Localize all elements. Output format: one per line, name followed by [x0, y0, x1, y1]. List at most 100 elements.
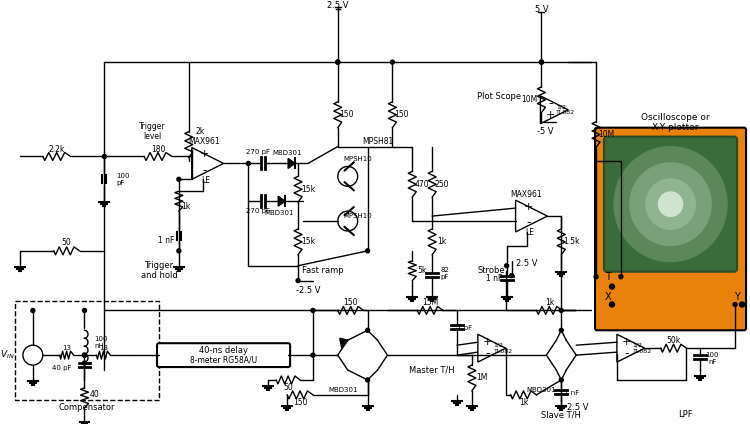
Text: 1k: 1k	[519, 398, 528, 407]
Text: 8-meter RG58A/U: 8-meter RG58A/U	[190, 356, 257, 365]
Circle shape	[82, 308, 86, 312]
Text: 82
pF: 82 pF	[440, 267, 449, 280]
Text: T: T	[605, 272, 610, 282]
Text: MPSH81: MPSH81	[362, 137, 393, 146]
Text: 1/2
TL082: 1/2 TL082	[494, 343, 513, 354]
Circle shape	[311, 308, 315, 312]
Text: 150: 150	[340, 110, 354, 119]
Circle shape	[740, 302, 745, 307]
Text: 150: 150	[394, 110, 409, 119]
Circle shape	[31, 308, 34, 312]
Text: 50k: 50k	[667, 336, 681, 345]
Text: 15k: 15k	[301, 185, 315, 194]
Circle shape	[365, 378, 370, 382]
Text: 5k: 5k	[418, 266, 427, 275]
Text: 270 pF: 270 pF	[246, 148, 270, 154]
Text: X-Y plotter: X-Y plotter	[652, 123, 699, 132]
Text: 1/2
TL082: 1/2 TL082	[556, 104, 575, 115]
Text: LE: LE	[525, 229, 534, 237]
Text: Trigger
level: Trigger level	[139, 122, 165, 141]
Text: 100
nF: 100 nF	[706, 351, 719, 365]
Text: $V_{IN}$: $V_{IN}$	[0, 349, 15, 361]
Text: Oscilloscope or: Oscilloscope or	[641, 113, 710, 122]
Text: -: -	[485, 347, 490, 360]
Circle shape	[560, 406, 563, 410]
Text: +: +	[524, 202, 533, 212]
Ellipse shape	[658, 191, 683, 217]
Polygon shape	[278, 196, 285, 206]
Circle shape	[82, 361, 86, 365]
Text: X: X	[605, 292, 611, 301]
Circle shape	[509, 273, 514, 278]
Text: 1 nF: 1 nF	[485, 274, 502, 283]
Text: MBD301: MBD301	[272, 151, 302, 156]
Text: MBD301: MBD301	[526, 387, 556, 393]
Text: 50: 50	[62, 238, 71, 247]
FancyBboxPatch shape	[604, 137, 737, 272]
Text: 270 pF: 270 pF	[246, 208, 270, 214]
Text: 15M: 15M	[422, 298, 438, 307]
Text: Master T/H: Master T/H	[410, 365, 455, 374]
Text: 100
nH: 100 nH	[94, 336, 108, 349]
Text: Strobe: Strobe	[478, 266, 506, 275]
Circle shape	[296, 279, 300, 283]
Text: Y: Y	[734, 292, 740, 301]
Circle shape	[610, 284, 614, 289]
Text: 180: 180	[151, 145, 165, 154]
Text: LE: LE	[201, 176, 210, 185]
Text: MPSH10: MPSH10	[344, 213, 372, 219]
Circle shape	[539, 60, 544, 64]
Text: 13: 13	[99, 345, 108, 351]
Text: -: -	[202, 164, 207, 177]
Text: Plot Scope: Plot Scope	[477, 92, 520, 101]
Text: 40-ns delay: 40-ns delay	[199, 346, 248, 354]
Text: -2.5 V: -2.5 V	[296, 286, 320, 295]
Ellipse shape	[614, 146, 728, 262]
Text: LPF: LPF	[678, 410, 693, 419]
Text: 5 V: 5 V	[535, 5, 548, 14]
Text: 1k: 1k	[437, 237, 447, 246]
Circle shape	[82, 353, 86, 357]
Text: 10M: 10M	[521, 95, 538, 104]
Circle shape	[560, 328, 563, 332]
Ellipse shape	[645, 179, 696, 230]
Text: 1/2
TL082: 1/2 TL082	[633, 343, 652, 354]
Circle shape	[594, 275, 598, 279]
Text: 13: 13	[62, 345, 71, 351]
Circle shape	[560, 378, 563, 382]
Text: +: +	[200, 150, 209, 159]
Circle shape	[733, 302, 737, 307]
Text: 1M: 1M	[476, 374, 488, 382]
Circle shape	[311, 353, 315, 357]
Text: -: -	[625, 347, 629, 360]
Text: Slave T/H: Slave T/H	[542, 410, 581, 419]
Text: 150: 150	[344, 298, 358, 307]
Text: 150: 150	[292, 398, 308, 407]
Text: 1k: 1k	[544, 298, 554, 307]
Text: -5 V: -5 V	[537, 127, 554, 136]
Text: 1.5k: 1.5k	[563, 237, 580, 246]
Circle shape	[505, 264, 509, 268]
Text: -: -	[526, 217, 531, 229]
Text: 470: 470	[415, 180, 430, 189]
Circle shape	[336, 60, 340, 64]
Text: MAX961: MAX961	[188, 137, 220, 146]
Text: 2.5 V: 2.5 V	[516, 259, 537, 268]
FancyBboxPatch shape	[595, 128, 746, 330]
Circle shape	[365, 328, 370, 332]
Text: MBD301: MBD301	[265, 210, 294, 216]
Text: 40: 40	[89, 391, 99, 399]
Polygon shape	[340, 338, 348, 348]
Ellipse shape	[629, 162, 712, 246]
Text: -2.5 V: -2.5 V	[564, 403, 589, 412]
Circle shape	[177, 249, 181, 253]
Text: 50: 50	[284, 383, 293, 393]
Text: Compensator: Compensator	[58, 403, 115, 412]
Text: 1 nF: 1 nF	[563, 390, 579, 396]
Text: -: -	[548, 98, 553, 110]
Text: 10M: 10M	[598, 130, 614, 139]
Circle shape	[177, 177, 181, 181]
Text: 15k: 15k	[301, 237, 315, 246]
Text: Fast ramp: Fast ramp	[302, 266, 344, 275]
Circle shape	[391, 60, 394, 64]
